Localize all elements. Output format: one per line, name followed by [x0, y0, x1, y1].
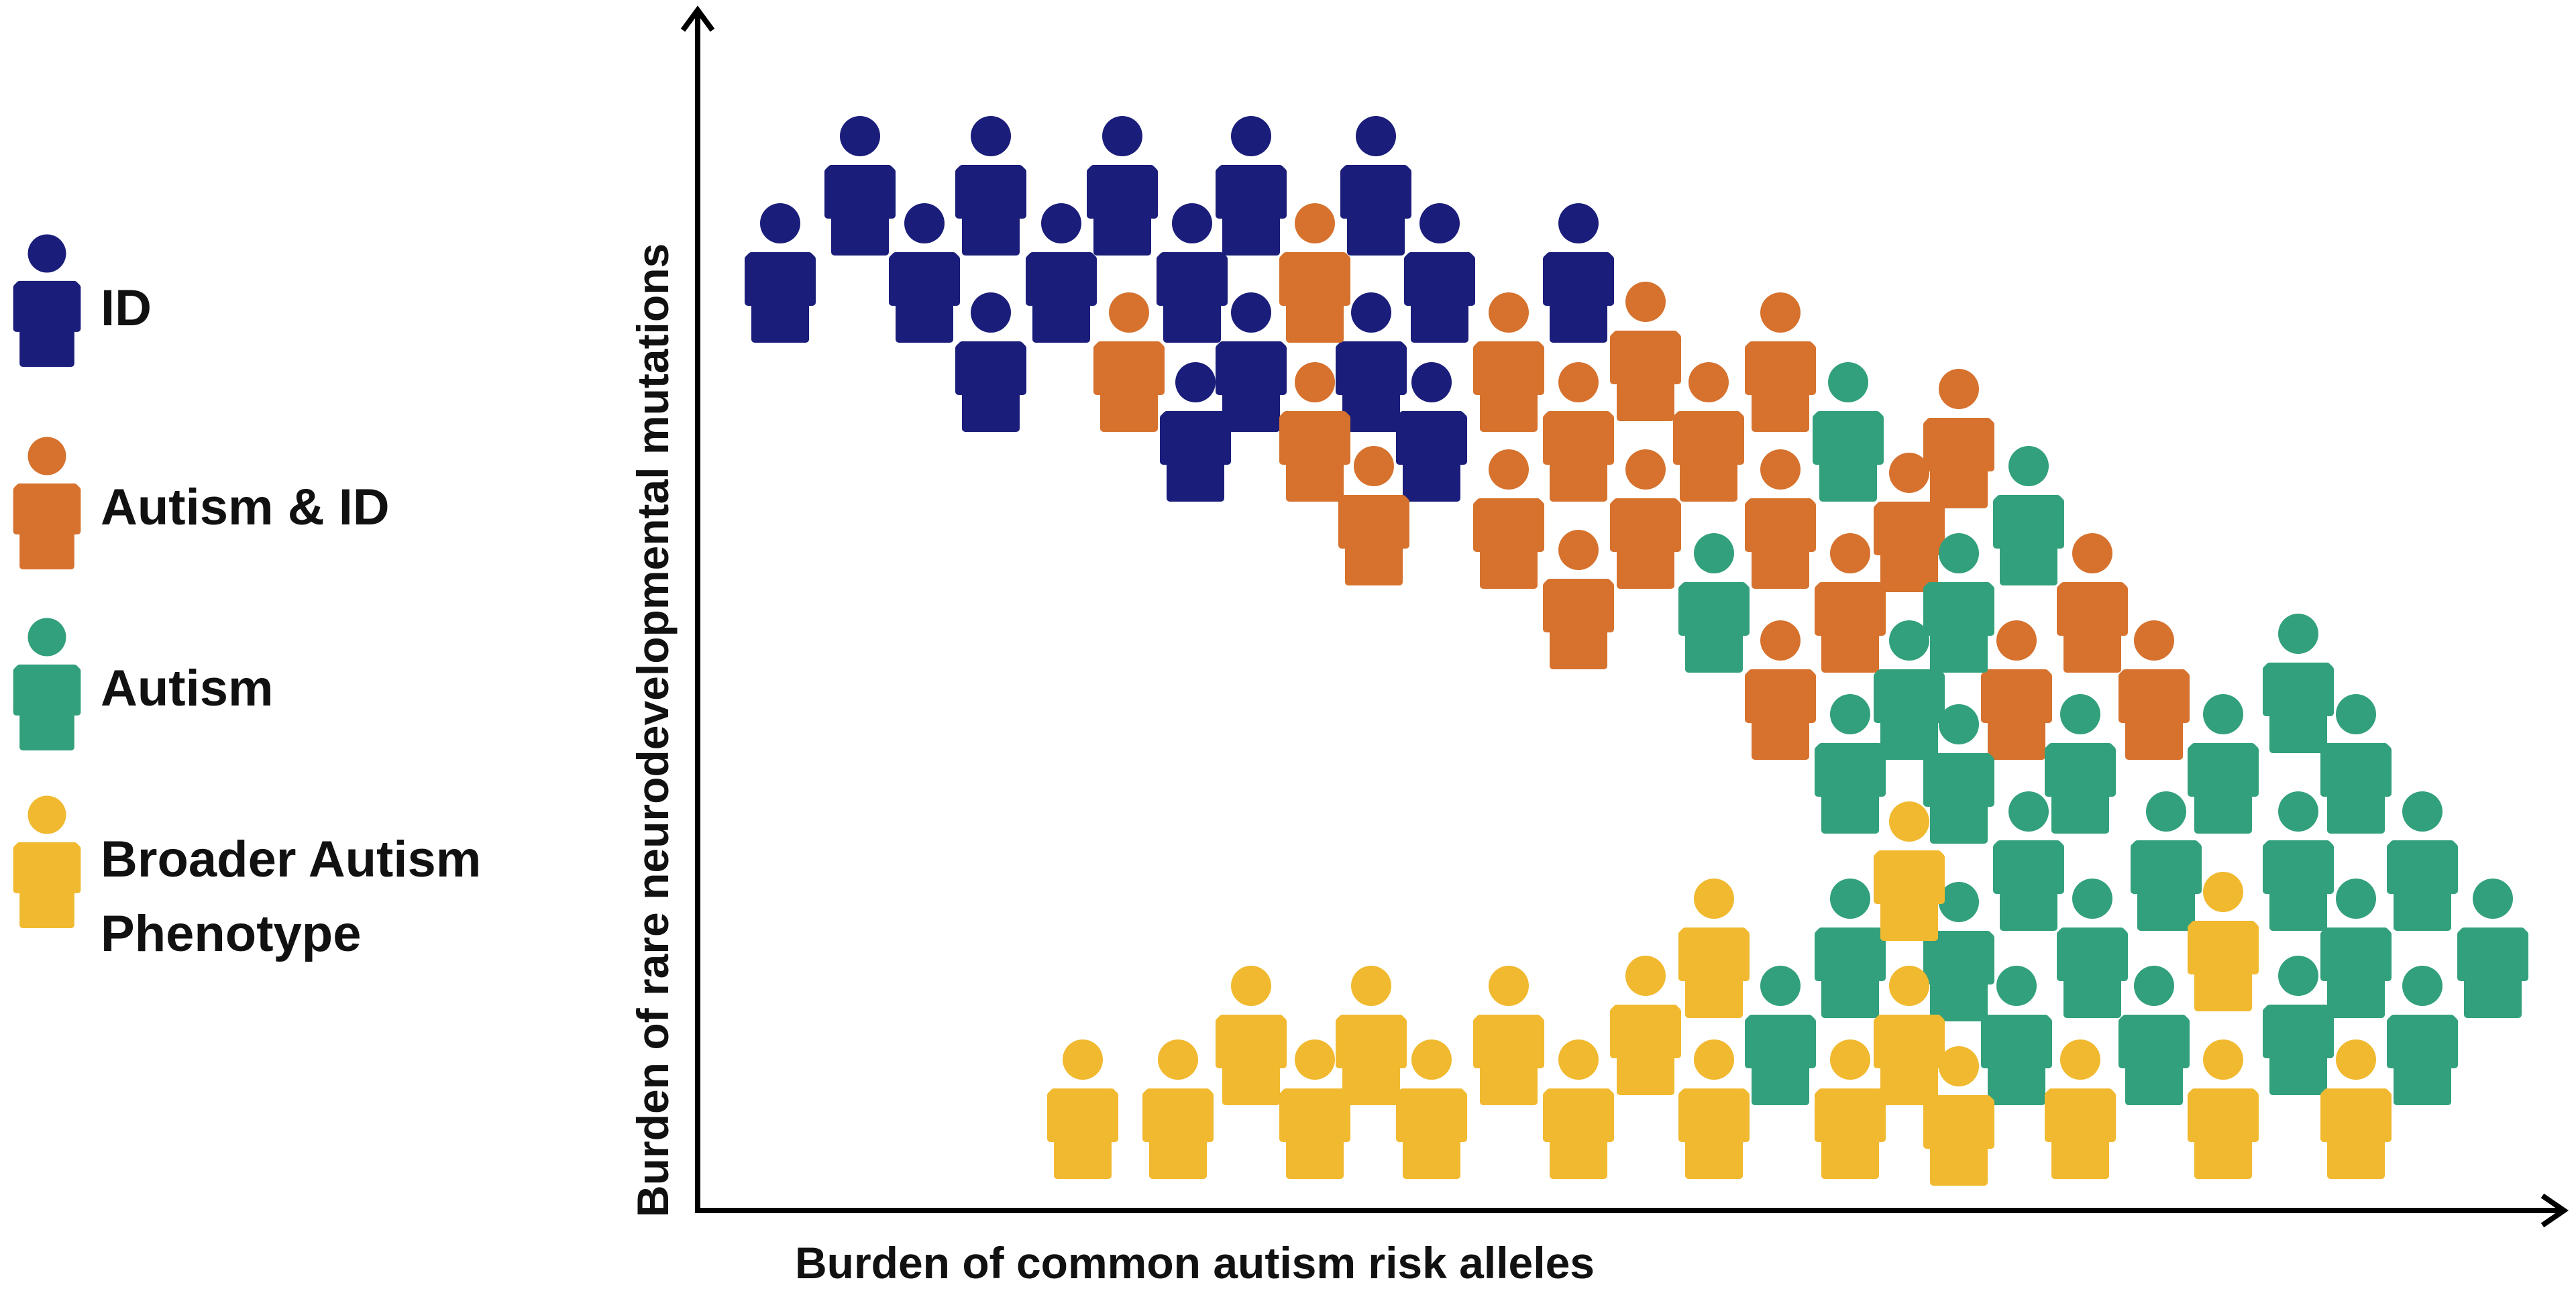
person-icon-autism-51	[1815, 879, 1886, 1018]
y-axis	[680, 5, 715, 1210]
person-icon-id-12	[1216, 292, 1287, 432]
legend-person-icon-id	[13, 234, 81, 368]
person-icon-autism-47	[1993, 791, 2064, 931]
person-icon-id-3	[955, 116, 1026, 256]
person-icon-autism-44	[2045, 694, 2116, 834]
person-icon-autism-id-32	[2057, 533, 2128, 673]
person-icon-id-14	[1160, 362, 1231, 502]
person-icon-autism-id-23	[1673, 362, 1744, 502]
person-icon-autism-49	[2263, 791, 2334, 931]
person-icon-autism-38	[1678, 533, 1750, 673]
x-axis	[695, 1193, 2569, 1228]
legend-person-icon-autism-id	[13, 437, 81, 570]
person-icon-autism-id-25	[1338, 446, 1409, 585]
person-icon-id-0	[745, 203, 816, 343]
person-icon-bap-71	[1279, 1039, 1350, 1179]
person-icon-autism-48	[2131, 791, 2202, 931]
person-icon-id-13	[1336, 292, 1407, 432]
legend-icons	[13, 234, 81, 929]
person-icon-autism-id-24	[1923, 369, 1994, 508]
person-icon-autism-45	[2188, 694, 2259, 834]
person-icon-autism-id-29	[1874, 453, 1945, 592]
person-icon-autism-36	[1813, 362, 1884, 502]
person-icon-bap-65	[1874, 966, 1945, 1105]
person-icon-bap-79	[2320, 1039, 2392, 1179]
person-icon-autism-37	[1993, 446, 2064, 585]
person-icon-id-1	[824, 116, 896, 256]
person-icon-autism-id-17	[1093, 292, 1165, 432]
person-icon-autism-id-18	[1473, 292, 1544, 432]
person-icon-autism-id-27	[1610, 449, 1681, 589]
legend-person-icon-bap	[13, 795, 81, 929]
person-icon-autism-42	[1815, 694, 1886, 834]
person-icon-bap-64	[1610, 956, 1681, 1095]
person-icon-autism-58	[2118, 966, 2190, 1105]
person-icon-autism-57	[1981, 966, 2052, 1105]
person-icon-autism-46	[2320, 694, 2392, 834]
person-icon-autism-id-16	[1279, 203, 1350, 343]
person-icon-bap-66	[1216, 966, 1287, 1105]
person-icon-bap-76	[1923, 1046, 1994, 1186]
person-icon-id-6	[1157, 203, 1228, 343]
legend-label-autism: Autism	[101, 660, 274, 717]
person-icon-autism-id-22	[1543, 362, 1614, 502]
person-icon-bap-74	[1678, 1039, 1750, 1179]
person-icon-id-11	[955, 292, 1026, 432]
person-icon-autism-id-28	[1745, 449, 1816, 589]
person-icon-autism-id-31	[1815, 533, 1886, 673]
person-icon-id-10	[1543, 203, 1614, 343]
people-layer	[745, 116, 2528, 1186]
person-icon-id-15	[1396, 362, 1467, 502]
person-icon-id-8	[1340, 116, 1411, 256]
legend-label-autism-id: Autism & ID	[101, 479, 390, 536]
person-icon-bap-67	[1473, 966, 1544, 1105]
person-icon-autism-id-33	[1745, 620, 1816, 760]
person-icon-bap-62	[1678, 879, 1750, 1018]
person-icon-autism-43	[1923, 704, 1994, 844]
person-icon-id-5	[1087, 116, 1158, 256]
person-icon-autism-41	[2263, 614, 2334, 753]
x-axis-label: Burden of common autism risk alleles	[795, 1238, 1595, 1288]
person-icon-autism-54	[2320, 879, 2392, 1018]
person-icon-bap-70	[1142, 1039, 1214, 1179]
legend-person-icon-autism	[13, 618, 81, 751]
person-icon-bap-68	[1336, 966, 1407, 1105]
person-icon-bap-69	[1047, 1039, 1118, 1179]
person-icon-autism-39	[1923, 533, 1994, 673]
person-icon-bap-63	[2188, 872, 2259, 1011]
person-icon-bap-61	[1874, 801, 1945, 941]
person-icon-bap-72	[1396, 1039, 1467, 1179]
legend-label-id: ID	[101, 280, 152, 337]
person-icon-id-4	[1026, 203, 1097, 343]
person-icon-id-9	[1404, 203, 1475, 343]
person-icon-bap-77	[2045, 1039, 2116, 1179]
person-icon-id-7	[1216, 116, 1287, 256]
person-icon-bap-73	[1543, 1039, 1614, 1179]
person-icon-autism-id-20	[1745, 292, 1816, 432]
legend-label-bap: Broader Autism	[101, 831, 482, 888]
person-icon-autism-id-19	[1610, 282, 1681, 421]
person-icon-autism-60	[2387, 966, 2458, 1105]
person-icon-bap-78	[2188, 1039, 2259, 1179]
person-icon-autism-id-35	[2118, 620, 2190, 760]
person-icon-autism-52	[1923, 882, 1994, 1021]
person-icon-autism-53	[2057, 879, 2128, 1018]
person-icon-autism-55	[2457, 879, 2528, 1018]
person-icon-autism-50	[2387, 791, 2458, 931]
person-icon-autism-56	[1745, 966, 1816, 1105]
person-icon-autism-id-34	[1981, 620, 2052, 760]
person-icon-bap-75	[1815, 1039, 1886, 1179]
legend-label-bap-line2: Phenotype	[101, 905, 362, 962]
person-icon-autism-id-30	[1543, 530, 1614, 669]
person-icon-autism-id-26	[1473, 449, 1544, 589]
person-icon-id-2	[889, 203, 960, 343]
y-axis-label: Burden of rare neurodevelopmental mutati…	[628, 243, 678, 1217]
